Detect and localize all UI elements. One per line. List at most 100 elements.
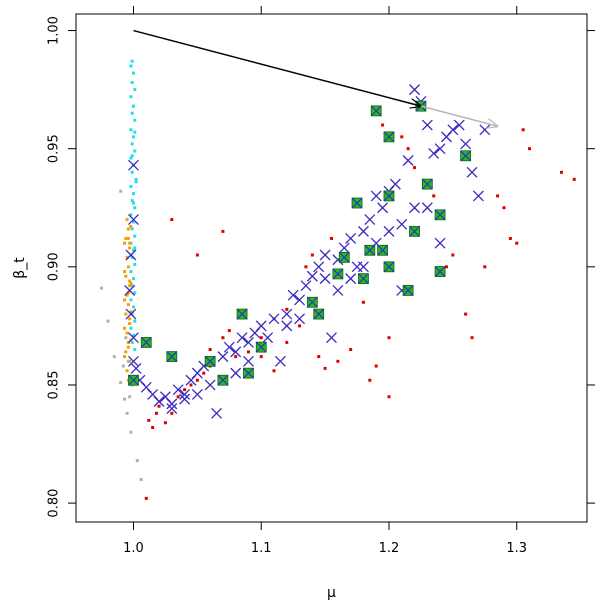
point-cyan [133,149,137,153]
x-tick-label: 1.3 [506,541,527,556]
point-orange [123,355,127,359]
point-orange [126,265,130,269]
point-red [496,194,500,198]
point-orange [128,246,132,250]
cross-point [179,393,191,405]
point-red [483,265,487,269]
point-cyan [129,270,133,274]
point-cyan [130,312,134,316]
cross-point [377,202,389,214]
x-axis-label: μ [327,585,336,601]
boxed-cross-point [217,374,229,386]
point-cyan [130,142,134,146]
boxed-cross-point [402,285,414,296]
point-red [310,253,314,257]
point-cyan [131,135,135,139]
cross-point [434,237,446,249]
point-gray [128,395,132,399]
point-gray [126,359,130,363]
cross-point [255,320,267,332]
point-gray [119,189,123,193]
point-red [406,147,410,151]
cross-point [300,280,312,292]
point-cyan [129,64,133,68]
boxed-cross-point [421,178,433,190]
point-red [298,324,302,328]
data-marks [100,59,576,500]
point-red [259,336,263,340]
point-red [374,364,378,368]
point-red [361,300,365,304]
boxed-cross-point [166,351,178,363]
point-orange [123,270,127,274]
point-red [246,350,250,354]
point-orange [128,279,132,283]
point-red [521,128,525,132]
point-red [413,166,417,170]
point-cyan [130,59,134,63]
point-red [451,253,455,257]
point-orange [129,225,133,229]
cross-point [153,396,165,407]
point-cyan [130,199,134,203]
point-cyan [133,262,137,266]
point-red [304,265,308,269]
cross-point [357,261,369,273]
point-red [234,355,238,359]
point-cyan [129,213,133,217]
cross-point [294,313,306,325]
point-orange [129,281,133,285]
point-cyan [131,220,135,224]
boxed-cross-point [332,268,344,280]
cross-point [130,362,142,374]
point-cyan [133,130,137,134]
cross-point [230,367,242,379]
point-cyan [134,177,138,181]
cross-point [345,233,357,244]
cross-point [421,119,433,131]
point-cyan [131,201,135,205]
cross-point [409,84,420,96]
point-red [464,312,468,316]
point-cyan [131,71,135,75]
cross-point [332,284,344,296]
point-gray [112,355,116,359]
point-red [387,336,391,340]
x-axis: 1.0 1.1 1.2 1.3 [123,6,527,556]
point-cyan [133,291,137,295]
point-red [515,241,519,245]
boxed-cross-point [236,308,248,320]
cross-point [389,178,401,190]
cross-point [124,284,136,296]
point-cyan [131,104,135,108]
cross-point [191,388,203,400]
point-cyan [130,284,134,288]
point-orange [124,312,128,316]
point-orange [126,291,130,295]
cross-point [236,332,248,344]
point-orange [128,322,132,326]
point-cyan [129,298,133,302]
point-orange [125,255,129,259]
point-cyan [131,248,135,252]
x-tick-label: 1.2 [379,541,400,556]
point-red [285,307,289,311]
point-cyan [133,348,137,352]
point-red [381,123,385,127]
point-cyan [133,206,137,210]
boxed-cross-point [409,225,420,237]
point-gray [139,477,143,481]
point-red [259,355,263,359]
x-tick-label: 1.1 [251,541,272,556]
point-gray [129,430,133,434]
cross-point [294,294,306,306]
point-cyan [133,246,137,250]
boxed-cross-point [140,337,152,348]
cross-point [466,166,478,178]
boxed-cross-point [338,251,350,263]
cross-point [428,147,440,159]
cross-point [243,355,254,367]
boxed-cross-point [128,374,139,386]
point-red [202,371,206,375]
